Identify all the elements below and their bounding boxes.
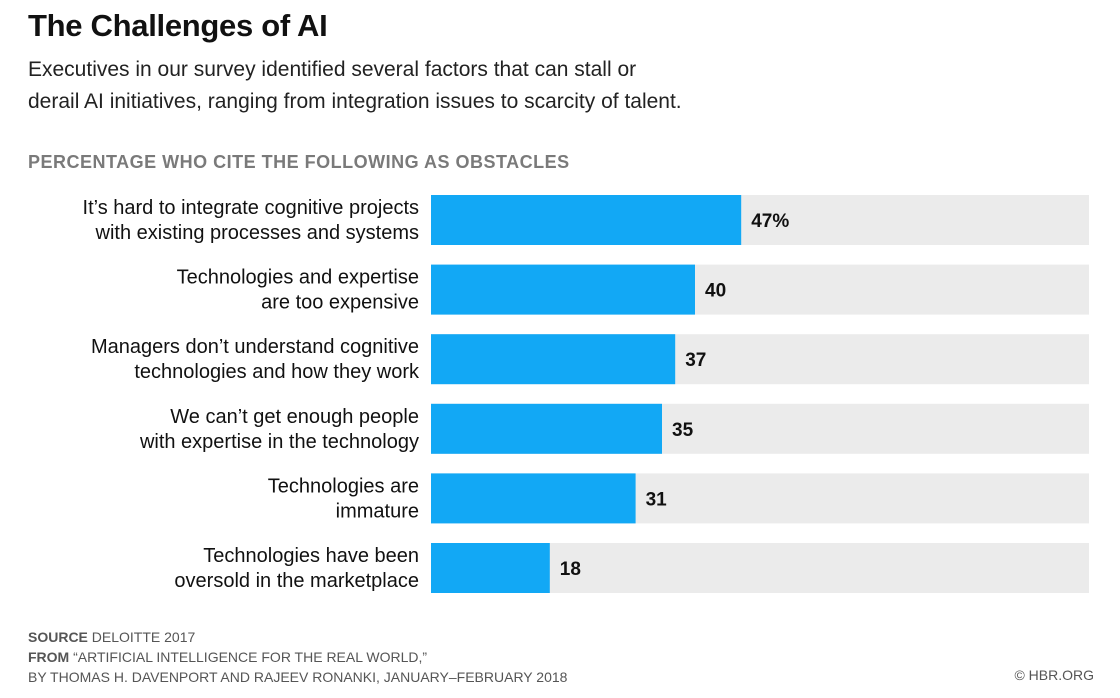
value-label: 18 [560, 559, 581, 580]
category-label: Managers don’t understand cognitive techn… [91, 336, 420, 383]
category-label-line: Technologies and expertise [177, 267, 419, 289]
chart-title: The Challenges of AI [28, 8, 328, 43]
value-label: 31 [646, 489, 668, 510]
from-value: “ARTIFICIAL INTELLIGENCE FOR THE REAL WO… [73, 649, 428, 665]
subtitle-line-1: Executives in our survey identified seve… [28, 58, 637, 81]
category-label-line: with existing processes and systems [95, 222, 419, 244]
category-label-line: Technologies have been [203, 545, 419, 567]
category-label: Technologies and expertise are too expens… [177, 267, 419, 314]
category-label: We can’t get enough people with expertise… [139, 406, 419, 453]
category-label-line: are too expensive [261, 292, 419, 314]
source-line: SOURCE DELOITTE 2017 [28, 627, 567, 647]
bar [431, 403, 662, 454]
source-key: SOURCE [28, 629, 88, 645]
bar [431, 195, 742, 245]
byline: BY THOMAS H. DAVENPORT AND RAJEEV RONANK… [28, 669, 568, 685]
from-key: FROM [28, 649, 70, 665]
category-label: It’s hard to integrate cognitive project… [83, 197, 419, 244]
bar [431, 543, 550, 593]
category-label-line: Technologies are [268, 475, 419, 497]
category-label: Technologies have been oversold in the ma… [174, 545, 419, 592]
value-label: 40 [705, 281, 726, 302]
from-line: FROM “ARTIFICIAL INTELLIGENCE FOR THE RE… [28, 647, 567, 667]
value-label: 47% [751, 211, 789, 232]
category-label-line: Managers don’t understand cognitive [91, 336, 419, 358]
category-label-line: technologies and how they work [134, 361, 420, 383]
bar [431, 264, 695, 315]
category-label-line: with expertise in the technology [139, 431, 419, 453]
category-label-line: It’s hard to integrate cognitive project… [83, 197, 419, 219]
category-label-line: oversold in the marketplace [174, 570, 419, 592]
category-label: Technologies are immature [268, 475, 419, 522]
section-label: PERCENTAGE WHO CITE THE FOLLOWING AS OBS… [28, 152, 570, 172]
category-label-line: immature [336, 500, 419, 522]
subtitle-line-2: derail AI initiatives, ranging from inte… [28, 90, 682, 113]
category-label-line: We can’t get enough people [170, 406, 419, 428]
credit: © HBR.ORG [1014, 667, 1094, 683]
source-value: DELOITTE 2017 [91, 629, 196, 645]
value-label: 35 [672, 420, 694, 441]
footer: SOURCE DELOITTE 2017 FROM “ARTIFICIAL IN… [28, 627, 567, 687]
value-label: 37 [685, 350, 706, 371]
bar [431, 473, 636, 524]
chart-subtitle: Executives in our survey identified seve… [28, 54, 828, 118]
bar [431, 334, 676, 385]
